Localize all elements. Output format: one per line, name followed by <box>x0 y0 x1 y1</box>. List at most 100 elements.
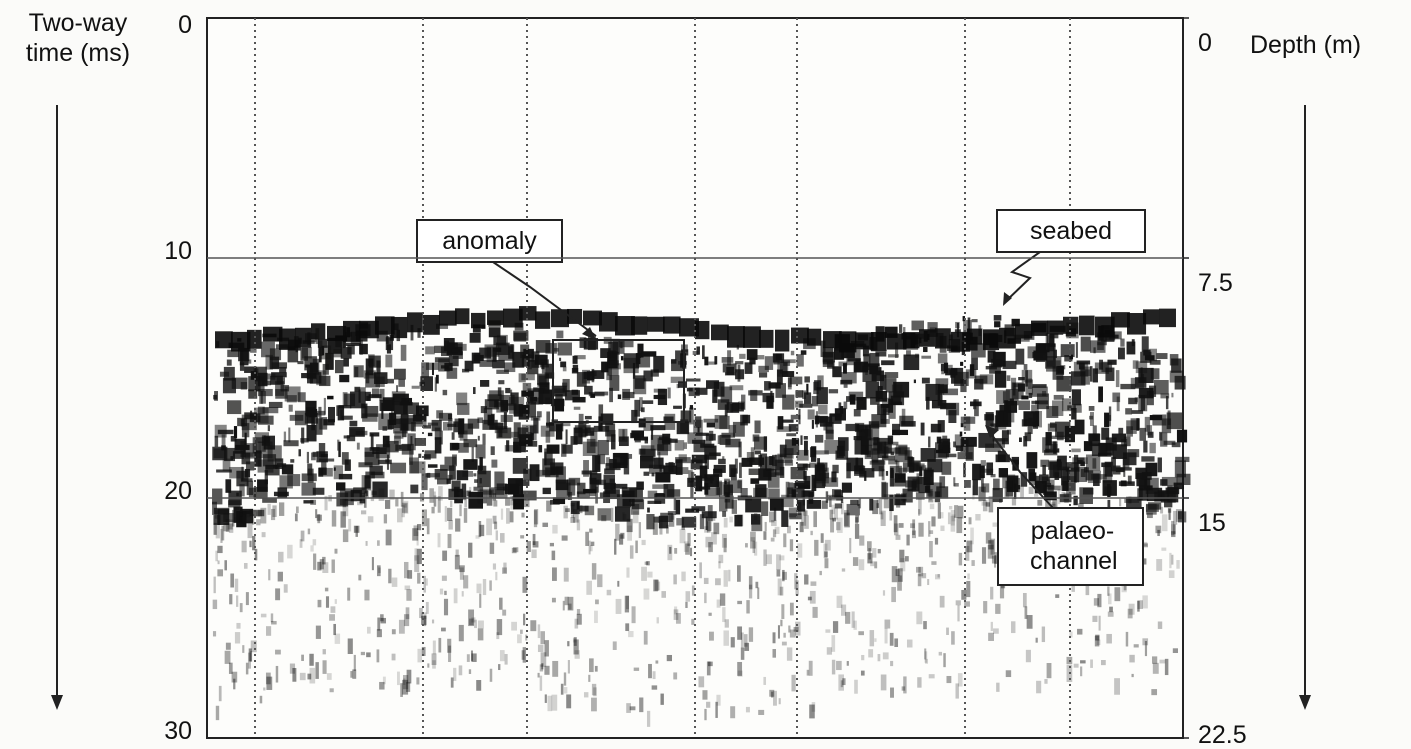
texture-speck <box>432 620 434 624</box>
texture-speck <box>584 386 593 395</box>
texture-speck <box>325 588 328 592</box>
texture-speck <box>505 388 510 393</box>
texture-speck <box>245 469 250 477</box>
texture-speck <box>742 458 753 467</box>
texture-speck <box>655 660 658 663</box>
texture-speck <box>340 511 345 527</box>
texture-speck <box>819 571 821 575</box>
texture-speck <box>359 389 361 402</box>
texture-speck <box>842 568 845 571</box>
texture-speck <box>427 663 429 667</box>
texture-speck <box>1013 383 1016 396</box>
texture-speck <box>956 683 959 698</box>
texture-speck <box>322 557 325 565</box>
texture-speck <box>480 380 489 387</box>
texture-speck <box>884 446 889 458</box>
texture-speck <box>597 574 602 587</box>
texture-speck <box>725 404 728 416</box>
texture-speck <box>254 450 261 466</box>
texture-speck <box>1053 344 1055 360</box>
texture-speck <box>417 649 422 663</box>
texture-speck <box>445 506 447 522</box>
texture-speck <box>258 389 273 396</box>
texture-speck <box>896 535 901 540</box>
texture-speck <box>491 446 495 455</box>
texture-speck <box>1027 615 1033 629</box>
texture-speck <box>804 436 808 440</box>
texture-speck <box>438 496 441 512</box>
texture-speck <box>739 354 745 359</box>
texture-speck <box>318 600 322 607</box>
texture-speck <box>709 632 714 641</box>
texture-speck <box>471 650 473 660</box>
texture-speck <box>1099 616 1101 631</box>
texture-speck <box>595 666 598 672</box>
texture-speck <box>921 423 925 436</box>
texture-speck <box>230 574 234 588</box>
texture-speck <box>395 498 398 507</box>
texture-speck <box>265 470 268 484</box>
texture-speck <box>292 668 296 682</box>
texture-speck <box>226 643 231 650</box>
texture-speck <box>552 525 557 534</box>
texture-speck <box>1084 441 1092 451</box>
texture-speck <box>1104 413 1109 427</box>
texture-speck <box>496 428 511 439</box>
texture-speck <box>1095 635 1099 641</box>
texture-speck <box>1146 478 1159 494</box>
texture-speck <box>754 437 767 450</box>
texture-speck <box>657 617 659 623</box>
texture-speck <box>737 480 742 489</box>
texture-speck <box>844 402 848 410</box>
texture-speck <box>398 379 405 387</box>
texture-speck <box>1136 418 1139 431</box>
texture-speck <box>708 542 713 552</box>
texture-speck <box>630 706 636 710</box>
texture-speck <box>366 372 369 384</box>
texture-speck <box>410 485 418 494</box>
texture-speck <box>782 570 785 581</box>
texture-speck <box>540 676 542 691</box>
texture-speck <box>810 447 816 457</box>
texture-speck <box>923 347 927 352</box>
texture-speck <box>1034 494 1038 497</box>
texture-speck <box>437 479 448 485</box>
texture-speck <box>810 531 812 535</box>
texture-speck <box>847 661 849 666</box>
texture-speck <box>729 517 733 523</box>
texture-speck <box>410 436 412 445</box>
texture-speck <box>679 454 687 461</box>
texture-speck <box>690 405 693 409</box>
texture-speck <box>248 653 251 669</box>
texture-speck <box>894 523 898 535</box>
texture-speck <box>871 424 879 441</box>
texture-speck <box>396 385 398 392</box>
texture-speck <box>547 696 552 711</box>
texture-speck <box>584 372 590 379</box>
texture-speck <box>472 447 474 462</box>
texture-speck <box>878 654 881 661</box>
texture-speck <box>617 581 619 587</box>
texture-speck <box>641 445 654 461</box>
texture-speck <box>974 379 983 390</box>
texture-speck <box>534 509 538 524</box>
texture-speck <box>319 376 330 386</box>
texture-speck <box>1176 560 1179 569</box>
texture-speck <box>923 621 927 629</box>
texture-speck <box>673 406 682 409</box>
texture-speck <box>289 405 293 412</box>
texture-speck <box>225 651 231 664</box>
texture-speck <box>940 596 945 608</box>
texture-speck <box>744 643 749 651</box>
texture-speck <box>330 688 334 692</box>
texture-speck <box>815 435 823 443</box>
texture-speck <box>433 641 436 655</box>
texture-speck <box>769 512 774 523</box>
texture-speck <box>377 649 380 662</box>
texture-speck <box>566 429 568 444</box>
texture-speck <box>335 549 338 554</box>
texture-speck <box>881 360 894 365</box>
texture-speck <box>901 493 907 501</box>
texture-speck <box>735 369 744 379</box>
texture-speck <box>935 538 938 545</box>
